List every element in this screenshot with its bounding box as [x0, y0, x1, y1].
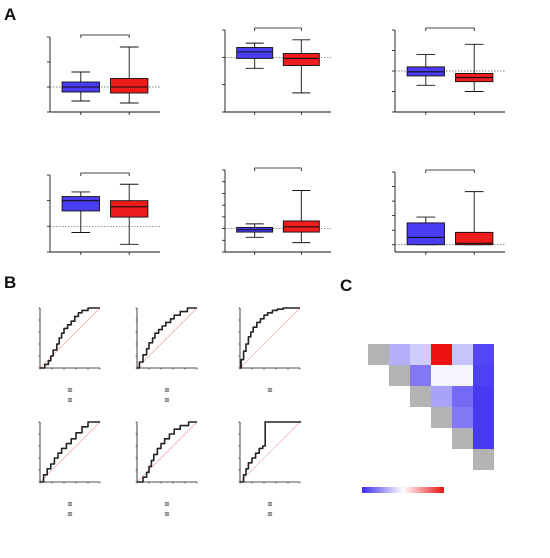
box-normal: [236, 47, 274, 59]
p-operator: =: [68, 509, 73, 519]
heatmap-diagonal-cell: [473, 449, 494, 470]
auc-equals: =: [68, 499, 73, 509]
roc-chance-line: [39, 421, 101, 483]
significance-bracket: [80, 172, 130, 176]
panel-letter-c: C: [340, 276, 352, 295]
significance-bracket: [425, 27, 475, 31]
box-tumor: [455, 231, 494, 246]
heatmap-cell: [473, 407, 494, 428]
roc-sox8: =: [238, 307, 301, 395]
boxplot-sox21: [47, 172, 160, 255]
heatmap-diagonal-cell: [368, 344, 389, 365]
auc-equals: =: [165, 385, 170, 395]
roc-sox30: = =: [135, 421, 198, 519]
auc-value: =: [268, 499, 273, 509]
significance-bracket: [80, 34, 130, 38]
boxplot-sox2-ot: [47, 34, 160, 115]
roc-curve: [40, 307, 100, 369]
roc-point-marker: [264, 420, 267, 424]
boxplot-sry: [392, 169, 505, 255]
p-value: =: [165, 395, 170, 405]
roc-curve: [40, 421, 100, 483]
boxplot-sox30: [222, 167, 331, 255]
p-operator: =: [68, 395, 73, 405]
heatmap-cell: [452, 344, 473, 365]
roc-curve: [137, 421, 197, 483]
roc-sry: = =: [238, 420, 302, 519]
heatmap-cell: [473, 365, 494, 386]
p-operator: =: [268, 509, 273, 519]
heatmap-cell: [410, 365, 431, 386]
panel-letter-b: B: [4, 273, 16, 292]
p-operator: =: [165, 509, 170, 519]
p-operator: =: [165, 395, 170, 405]
heatmap-diagonal-cell: [431, 407, 452, 428]
heatmap-cell: [452, 386, 473, 407]
box-tumor: [110, 78, 149, 94]
roc-sox6: = =: [135, 307, 198, 405]
heatmap-cell: [473, 428, 494, 449]
roc-chance-line: [239, 307, 301, 369]
roc-sox21: = =: [38, 421, 101, 519]
significance-bracket: [254, 167, 302, 171]
auc-value: =: [68, 385, 73, 395]
box-normal: [61, 196, 100, 212]
p-value: =: [268, 509, 273, 519]
heatmap-cell: [410, 344, 431, 365]
auc-value: =: [165, 385, 170, 395]
auc-equals: =: [165, 499, 170, 509]
box-tumor: [282, 53, 320, 66]
significance-bracket: [254, 27, 302, 31]
heatmap-diagonal-cell: [410, 386, 431, 407]
heatmap-cell: [431, 386, 452, 407]
p-value: =: [68, 509, 73, 519]
panel-letter-a: A: [4, 5, 16, 24]
heatmap-cell: [431, 365, 452, 386]
auc-value: =: [268, 385, 273, 395]
boxplot-sox8: [392, 27, 505, 115]
roc-chance-line: [39, 307, 101, 369]
heatmap-cell: [452, 365, 473, 386]
colorbar: [362, 487, 444, 493]
auc-value: =: [68, 499, 73, 509]
auc-equals: =: [268, 385, 273, 395]
p-value: =: [165, 509, 170, 519]
roc-panels: = = = = = = = = = = =: [38, 307, 302, 519]
roc-sox2-ot: = =: [38, 307, 101, 405]
heatmap-cell: [431, 344, 452, 365]
auc-equals: =: [268, 499, 273, 509]
roc-curve: [240, 307, 300, 369]
heatmap-cell: [389, 344, 410, 365]
heatmap-cell: [473, 344, 494, 365]
auc-value: =: [165, 499, 170, 509]
roc-chance-line: [239, 421, 301, 483]
roc-curve: [240, 421, 300, 483]
auc-equals: =: [68, 385, 73, 395]
heatmap-cell: [473, 386, 494, 407]
box-normal: [406, 222, 445, 246]
roc-chance-line: [136, 307, 198, 369]
significance-bracket: [425, 169, 475, 173]
roc-point-marker: [298, 420, 302, 424]
roc-curve: [137, 307, 197, 369]
box-tumor: [110, 200, 149, 218]
correlation-heatmap: [362, 344, 494, 493]
heatmap-diagonal-cell: [452, 428, 473, 449]
heatmap-cell: [452, 407, 473, 428]
heatmap-diagonal-cell: [389, 365, 410, 386]
boxplot-panels: [47, 27, 505, 255]
boxplot-sox6: [222, 27, 331, 115]
p-value: =: [68, 395, 73, 405]
